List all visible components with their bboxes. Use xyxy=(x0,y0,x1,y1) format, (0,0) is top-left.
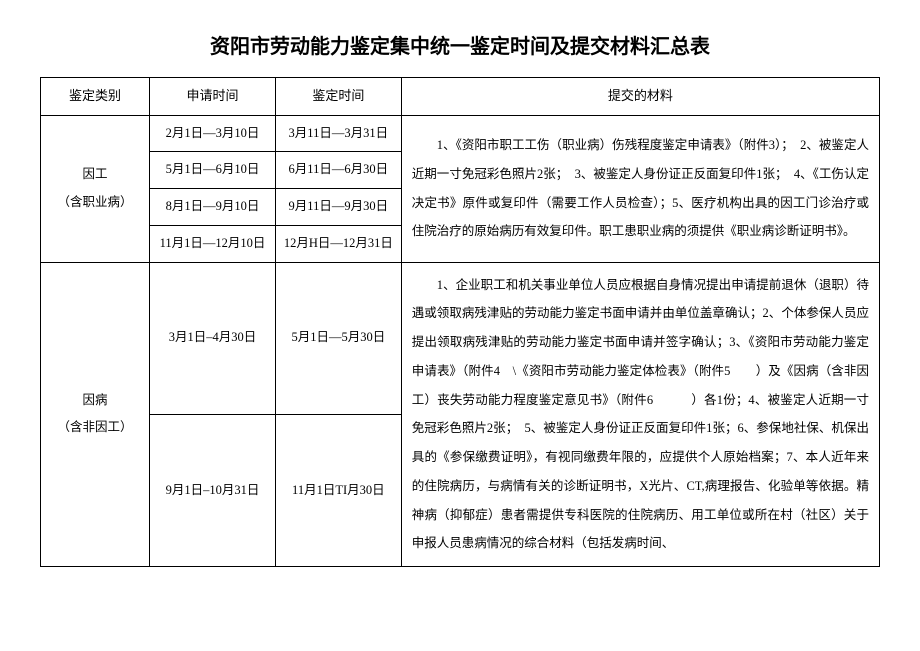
apply-time-cell: 5月1日—6月10日 xyxy=(150,152,276,189)
assess-time-cell: 12月H日—12月31日 xyxy=(275,225,401,262)
table-row: 因工 （含职业病） 2月1日—3月10日 3月11日—3月31日 1、《资阳市职… xyxy=(41,115,880,152)
page-title: 资阳市劳动能力鉴定集中统一鉴定时间及提交材料汇总表 xyxy=(40,30,880,59)
category-line1: 因病 xyxy=(45,387,145,415)
category-cell-work-injury: 因工 （含职业病） xyxy=(41,115,150,262)
materials-cell-illness: 1、企业职工和机关事业单位人员应根据自身情况提出申请提前退休（退职）待遇或领取病… xyxy=(401,262,879,567)
apply-time-cell: 9月1日–10月31日 xyxy=(150,414,276,566)
summary-table: 鉴定类别 申请时间 鉴定时间 提交的材料 因工 （含职业病） 2月1日—3月10… xyxy=(40,77,880,567)
header-apply-time: 申请时间 xyxy=(150,78,276,116)
header-category: 鉴定类别 xyxy=(41,78,150,116)
category-line2: （含非因工） xyxy=(45,414,145,442)
apply-time-cell: 11月1日—12月10日 xyxy=(150,225,276,262)
category-cell-illness: 因病 （含非因工） xyxy=(41,262,150,567)
header-assess-time: 鉴定时间 xyxy=(275,78,401,116)
assess-time-cell: 6月11日—6月30日 xyxy=(275,152,401,189)
apply-time-cell: 2月1日—3月10日 xyxy=(150,115,276,152)
category-line2: （含职业病） xyxy=(45,189,145,217)
apply-time-cell: 8月1日—9月10日 xyxy=(150,189,276,226)
header-materials: 提交的材料 xyxy=(401,78,879,116)
assess-time-cell: 9月11日—9月30日 xyxy=(275,189,401,226)
assess-time-cell: 11月1日TI月30日 xyxy=(275,414,401,566)
apply-time-cell: 3月1日–4月30日 xyxy=(150,262,276,414)
category-line1: 因工 xyxy=(45,161,145,189)
table-row: 因病 （含非因工） 3月1日–4月30日 5月1日—5月30日 1、企业职工和机… xyxy=(41,262,880,414)
assess-time-cell: 3月11日—3月31日 xyxy=(275,115,401,152)
table-header-row: 鉴定类别 申请时间 鉴定时间 提交的材料 xyxy=(41,78,880,116)
materials-cell-work-injury: 1、《资阳市职工工伤（职业病）伤残程度鉴定申请表》（附件3）； 2、被鉴定人近期… xyxy=(401,115,879,262)
assess-time-cell: 5月1日—5月30日 xyxy=(275,262,401,414)
